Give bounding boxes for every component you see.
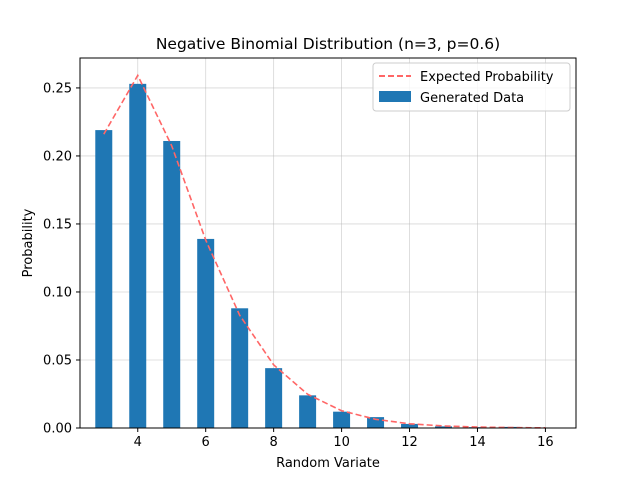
bars [95, 83, 554, 429]
x-tick-label: 8 [270, 435, 278, 450]
y-axis-ticks: 0.00 0.05 0.10 0.15 0.20 0.25 [43, 81, 80, 437]
y-tick-label: 0.20 [43, 149, 72, 164]
bar-generated-11 [367, 417, 385, 428]
legend-label-generated: Generated Data [420, 91, 524, 106]
bar-generated-10 [333, 411, 351, 428]
x-axis-ticks: 4 6 8 10 12 14 16 [134, 428, 554, 450]
x-tick-label: 12 [401, 435, 418, 450]
x-tick-label: 10 [333, 435, 350, 450]
bar-generated-3 [95, 130, 113, 428]
bar-generated-4 [129, 83, 147, 429]
legend-label-expected: Expected Probability [420, 70, 554, 85]
bar-generated-9 [299, 395, 317, 428]
x-tick-label: 4 [134, 435, 142, 450]
legend-box [372, 62, 571, 112]
chart-title: Negative Binomial Distribution (n=3, p=0… [156, 35, 500, 53]
y-tick-label: 0.00 [43, 422, 72, 437]
expected-line-layer [103, 73, 546, 429]
y-tick-label: 0.25 [43, 81, 72, 96]
bar-generated-6 [197, 238, 215, 428]
plot-frame [79, 57, 577, 429]
bar-generated-5 [163, 140, 181, 428]
y-tick-label: 0.05 [43, 353, 72, 368]
x-tick-label: 14 [469, 435, 486, 450]
legend: Expected Probability Generated Data [372, 62, 571, 112]
bar-generated-12 [401, 423, 419, 428]
x-tick-label: 6 [202, 435, 210, 450]
y-tick-label: 0.10 [43, 285, 72, 300]
bar-generated-8 [265, 368, 283, 428]
bar-generated-13 [435, 426, 452, 428]
expected-probability-line [103, 73, 546, 429]
y-axis-label: Probability [21, 208, 36, 277]
x-tick-label: 16 [537, 435, 554, 450]
x-axis-label: Random Variate [276, 456, 380, 471]
bar-generated-7 [231, 308, 249, 428]
legend-swatch-generated [379, 91, 411, 102]
y-tick-label: 0.15 [43, 217, 72, 232]
